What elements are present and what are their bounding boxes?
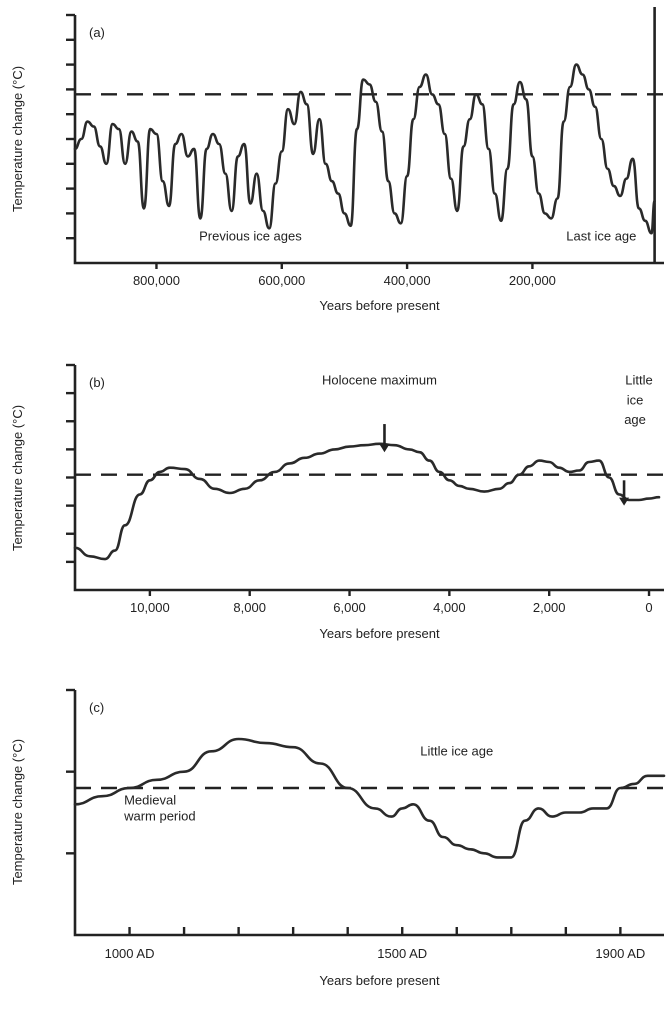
x-tick-label: 0 <box>645 600 652 615</box>
y-axis-label: Temperature change (°C) <box>10 66 25 212</box>
x-axis-label: Years before present <box>319 973 440 988</box>
chart-panel-3: 1000 AD 1500 AD 1900 AD Years before presen… <box>10 688 666 988</box>
x-tick-label: 600,000 <box>258 273 305 288</box>
x-tick-label: 200,000 <box>509 273 556 288</box>
x-axis-label: Years before present <box>319 626 440 641</box>
axis-lines <box>73 15 664 265</box>
annotation-text: Last ice age <box>566 229 636 244</box>
annotation-text: Holocene maximum <box>322 373 437 388</box>
annotation-arrow <box>379 424 390 453</box>
x-tick-label: 2,000 <box>533 600 566 615</box>
x-tick-label: 1000 AD <box>105 946 155 961</box>
y-axis-label: Temperature change (°C) <box>10 739 25 885</box>
x-tick-label: 8,000 <box>233 600 266 615</box>
series-line <box>73 737 666 859</box>
y-axis-label: Temperature change (°C) <box>10 405 25 551</box>
annotation-text: warm period <box>123 809 196 824</box>
annotation-text: Little ice age <box>420 743 493 758</box>
panel-label: (b) <box>89 375 105 390</box>
x-tick-label: 10,000 <box>130 600 170 615</box>
annotation-text: Previous ice ages <box>199 229 302 244</box>
axis-lines <box>73 365 664 592</box>
chart-panel-1: 800,000 600,000 400,000 200,000 Years before… <box>10 7 664 313</box>
x-tick-label: 4,000 <box>433 600 466 615</box>
x-axis-label: Years before present <box>319 298 440 313</box>
x-tick-label: 400,000 <box>384 273 431 288</box>
x-tick-label: 1500 AD <box>377 946 427 961</box>
annotation-text: Medieval <box>124 792 176 807</box>
chart-panel-2: 10,000 8,000 6,000 4,000 2,000 0 Years before … <box>10 363 664 641</box>
annotation-arrow <box>619 480 630 506</box>
series-line <box>73 442 661 561</box>
annotation-text: ice <box>627 392 644 407</box>
x-tick-label: 1900 AD <box>595 946 645 961</box>
x-tick-label: 800,000 <box>133 273 180 288</box>
annotation-text: Little <box>625 373 652 388</box>
x-tick-label: 6,000 <box>333 600 366 615</box>
panel-label: (c) <box>89 700 104 715</box>
annotation-text: age <box>624 412 646 427</box>
panel-label: (a) <box>89 25 105 40</box>
series-line <box>73 63 656 235</box>
